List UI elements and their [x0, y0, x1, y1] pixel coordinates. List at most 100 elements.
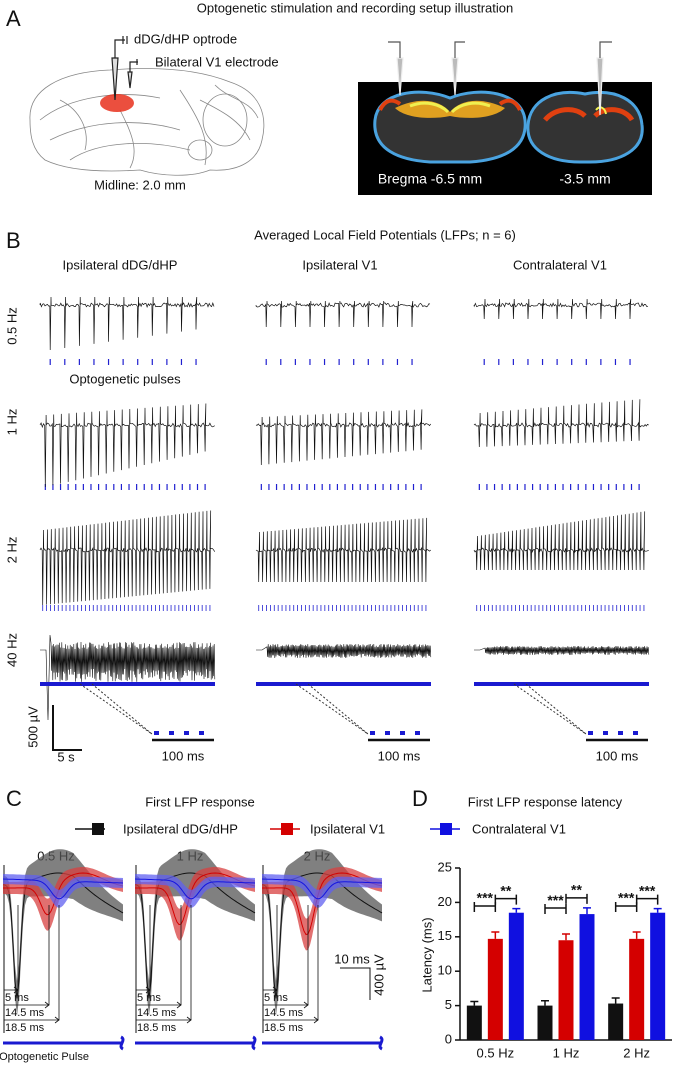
lfp-trace [473, 511, 649, 571]
latency-label: 5 ms [5, 992, 29, 1004]
inset-pulse [169, 731, 174, 735]
optrode [111, 36, 138, 101]
latency-label: 14.5 ms [5, 1007, 45, 1019]
error-bar [491, 931, 500, 939]
zoom-lines [513, 683, 587, 735]
lfp-trace [473, 298, 649, 320]
error-bar [541, 1000, 549, 1006]
zoom-lines [295, 683, 369, 735]
y-tick-label: 15 [438, 928, 452, 943]
zoom-lines [79, 683, 153, 735]
mean-trace [261, 872, 383, 999]
stimulation-site [100, 94, 134, 112]
latency-label: 5 ms [137, 992, 161, 1004]
panel-title: Averaged Local Field Potentials (LFPs; n… [254, 227, 516, 242]
inset-scale: 100 ms [378, 748, 421, 763]
lfp-trace [256, 643, 432, 659]
significance-bracket [565, 893, 588, 904]
latency-label: 5 ms [264, 992, 288, 1004]
pulse-bar [262, 1035, 384, 1051]
inset-pulse [633, 731, 638, 735]
voltage-scale: 400 µV [371, 954, 386, 996]
lfp-trace [39, 296, 215, 351]
inset-pulse [199, 731, 204, 735]
slice-label: -3.5 mm [559, 171, 610, 187]
legend-label: Ipsilateral V1 [310, 821, 385, 836]
panel-title: First LFP response [145, 794, 255, 809]
error-bar [653, 907, 662, 913]
pulse-label: Optogenetic pulses [69, 371, 181, 386]
inset-pulse [415, 731, 420, 735]
bar [608, 1003, 624, 1040]
mean-trace [134, 878, 256, 900]
column-header: Contralateral V1 [513, 257, 607, 272]
slice-electrodes [388, 41, 612, 116]
bar [650, 912, 666, 1040]
voltage-scale: 500 µV [25, 706, 40, 748]
time-scale: 10 ms [334, 951, 370, 966]
latency-label: 18.5 ms [5, 1022, 45, 1034]
inset-pulse [618, 731, 623, 735]
time-scale: 5 s [57, 749, 75, 764]
significance-label: ** [571, 882, 582, 898]
inset-pulse [154, 731, 159, 735]
panel-label: C [6, 786, 22, 811]
inset-scale: 100 ms [162, 748, 205, 763]
inset-pulse [588, 731, 593, 735]
electrode-label: Bilateral V1 electrode [155, 54, 279, 69]
legend-swatch [440, 823, 452, 835]
mean-trace [261, 878, 383, 900]
y-tick-label: 25 [438, 859, 452, 874]
significance-label: *** [618, 890, 635, 906]
significance-label: ** [500, 882, 511, 898]
y-tick-label: 10 [438, 963, 452, 978]
lfp-trace [255, 517, 431, 583]
latency-arrow [4, 986, 19, 994]
lfp-trace [255, 300, 431, 328]
bar [629, 938, 645, 1040]
pulse-bar [3, 1035, 125, 1051]
row-label: 2 Hz [4, 537, 19, 564]
mean-trace [134, 872, 256, 999]
legend-swatch [92, 823, 104, 835]
panel-title: Optogenetic stimulation and recording se… [197, 0, 514, 15]
inset-pulse [184, 731, 189, 735]
y-tick-label: 20 [438, 894, 452, 909]
lfp-trace [255, 409, 431, 466]
column-header: Ipsilateral dDG/dHP [63, 257, 178, 272]
significance-bracket [635, 894, 659, 905]
significance-bracket [494, 894, 518, 905]
inset-pulse [400, 731, 405, 735]
inset-pulse [603, 731, 608, 735]
coronal-slices [373, 90, 644, 164]
slice-label: Bregma -6.5 mm [378, 171, 482, 187]
optrode-label: dDG/dHP optrode [134, 31, 237, 46]
inset-pulse [385, 731, 390, 735]
latency-arrow [263, 986, 278, 994]
row-label: 0.5 Hz [4, 307, 19, 345]
legend: Ipsilateral dDG/dHP Ipsilateral V1 Contral… [75, 821, 566, 836]
pulse-label: Optogenetic Pulse [0, 1051, 89, 1063]
significance-label: *** [547, 892, 564, 908]
significance-bracket [544, 904, 567, 915]
latency-arrow [263, 1016, 319, 1024]
inset-pulse [370, 731, 375, 735]
x-tick-label: 0.5 Hz [477, 1045, 515, 1060]
scale-bar [52, 705, 82, 751]
midline-label: Midline: 2.0 mm [94, 177, 186, 192]
sem-band [135, 867, 255, 941]
latency-label: 18.5 ms [137, 1022, 177, 1034]
lfp-trace [39, 403, 215, 488]
legend-label: Contralateral V1 [472, 821, 566, 836]
latency-arrow [136, 1001, 182, 1009]
chart-title: First LFP response latency [468, 794, 623, 809]
lfp-trace [39, 510, 216, 606]
latency-label: 18.5 ms [264, 1022, 304, 1034]
x-tick-label: 2 Hz [623, 1045, 650, 1060]
panel-label: D [412, 786, 428, 811]
panel-label: A [6, 6, 21, 31]
y-tick-label: 5 [445, 997, 452, 1012]
error-bar [562, 933, 570, 941]
legend-label: Ipsilateral dDG/dHP [123, 821, 238, 836]
latency-label: 14.5 ms [264, 1007, 304, 1019]
